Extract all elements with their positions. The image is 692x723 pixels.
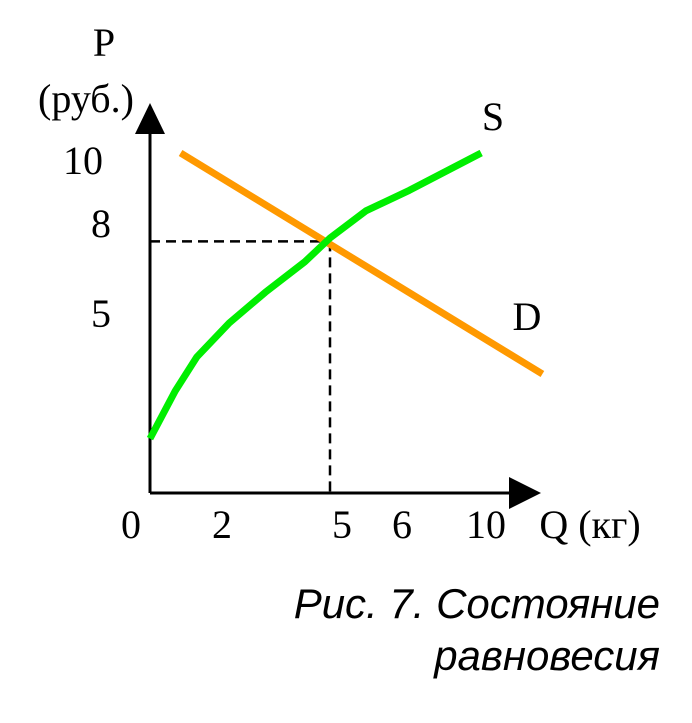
y-axis-title: P: [93, 20, 115, 65]
x-axis-title: Q (кг): [539, 502, 640, 547]
demand-label: D: [513, 294, 542, 339]
series-group: [146, 149, 545, 441]
supply-label: S: [482, 94, 504, 139]
supply-curve: [146, 149, 483, 441]
x-axis-arrow: [509, 477, 541, 509]
origin-label: 0: [121, 502, 141, 547]
equilibrium-guides: [150, 240, 332, 493]
axes: [135, 103, 541, 509]
y-tick-label: 5: [91, 291, 111, 336]
y-tick-label: 8: [91, 201, 111, 246]
caption-line-2: равновесия: [434, 632, 660, 679]
y-axis-unit: (руб.): [38, 76, 134, 121]
caption-line-1: Рис. 7. Состояние: [293, 580, 660, 627]
x-tick-label: 5: [332, 502, 352, 547]
y-axis-arrow: [135, 103, 165, 134]
x-tick-label: 2: [212, 502, 232, 547]
figure-caption: Рис. 7. Состояние равновесия: [294, 578, 660, 682]
y-tick-label: 10: [63, 138, 103, 183]
x-tick-label: 6: [392, 502, 412, 547]
x-tick-label: 10: [466, 502, 506, 547]
demand-curve: [178, 150, 545, 377]
